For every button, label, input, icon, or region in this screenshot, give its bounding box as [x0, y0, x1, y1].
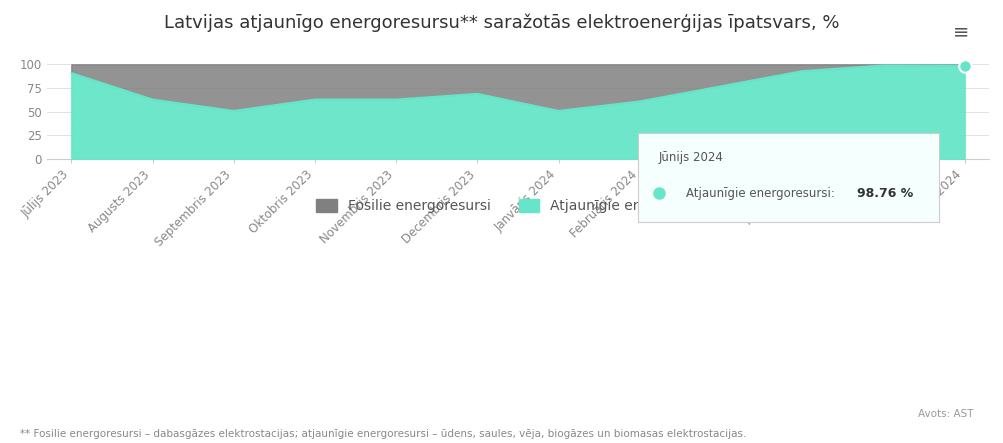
Text: Atjaunīgie energoresursi:: Atjaunīgie energoresursi: [685, 187, 833, 200]
Text: ** Fosilie energoresursi – dabasgāzes elektrostacijas; atjaunīgie energoresursi : ** Fosilie energoresursi – dabasgāzes el… [20, 428, 745, 439]
Text: Jūnijs 2024: Jūnijs 2024 [658, 151, 723, 163]
Text: Avots: AST: Avots: AST [918, 408, 973, 419]
Text: 98.76 %: 98.76 % [857, 187, 913, 200]
Legend: Fosilie energoresursi, Atjaunīgie energoresursi: Fosilie energoresursi, Atjaunīgie energo… [310, 194, 725, 219]
Text: Latvijas atjaunīgo energoresursu** saražotās elektroenerģijas īpatsvars, %: Latvijas atjaunīgo energoresursu** saraž… [164, 13, 839, 32]
Text: ≡: ≡ [952, 22, 968, 41]
